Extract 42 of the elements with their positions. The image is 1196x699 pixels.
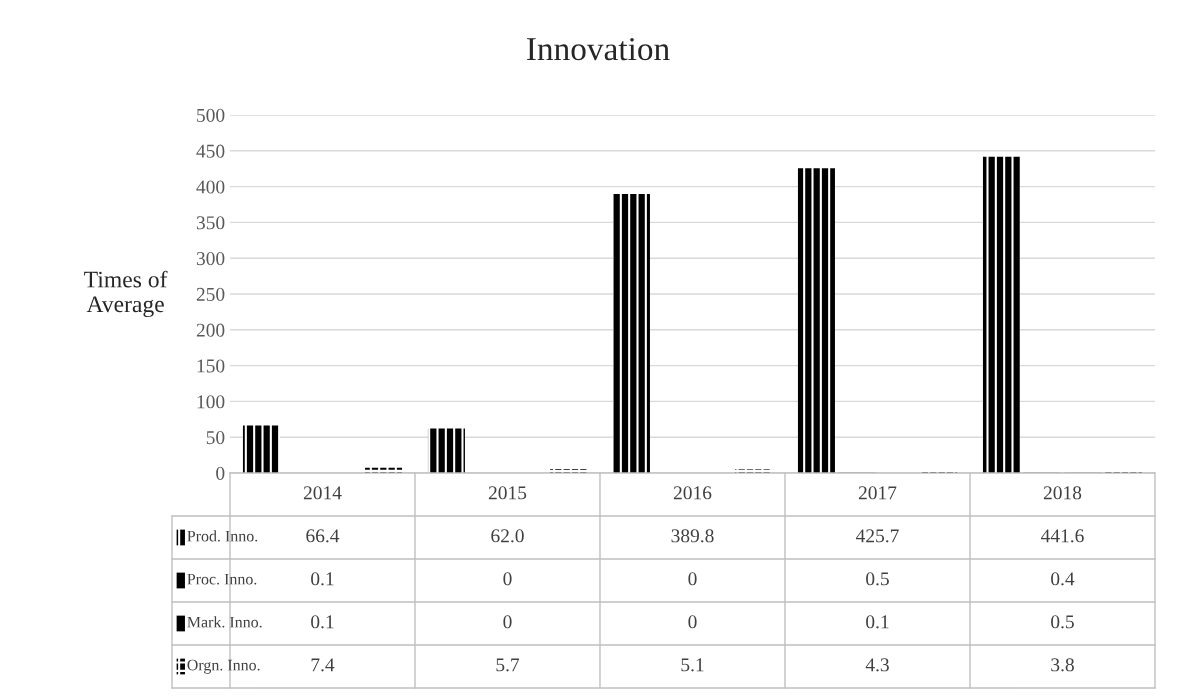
data-label: 0.1 [311,572,334,586]
x-tick-label: 2015 [488,486,527,500]
y-tick-label: 0 [216,466,225,480]
data-label: 0 [503,615,512,629]
y-tick-label: 250 [196,287,225,301]
y-tick-label: 350 [196,216,225,230]
data-label: 0 [688,572,697,586]
data-label: 4.3 [865,658,889,672]
y-tick-label: 100 [197,395,225,409]
data-label: 3.8 [1051,658,1074,672]
data-label: 7.4 [311,658,335,672]
y-tick-label: 150 [197,359,225,373]
legend-label: Orgn. Inno. [187,659,260,674]
data-label: 425.7 [856,529,899,543]
y-tick-label: 500 [197,108,225,122]
data-label: 389.8 [671,529,714,543]
data-label: 5.1 [681,658,704,672]
data-label: 0.4 [1051,572,1075,586]
y-axis-title: Times of Average [84,270,168,318]
data-label: 0 [688,615,697,629]
legend-label: Proc. Inno. [187,573,257,585]
y-tick-label: 200 [196,323,225,337]
y-tick-label: 300 [196,252,225,266]
x-tick-label: 2014 [303,486,342,500]
data-label: 0 [503,572,512,586]
data-label: 0.1 [866,615,889,629]
chart-title: Innovation [526,37,670,61]
data-label: 0.5 [866,572,889,586]
legend-label: Mark. Inno. [187,616,262,628]
data-label: 5.7 [496,658,520,672]
y-tick-label: 50 [206,431,225,445]
data-label: 0.1 [311,615,334,629]
data-label: 441.6 [1041,529,1084,543]
legend-label: Prod. Inno. [187,530,258,542]
x-tick-label: 2017 [858,486,897,500]
x-tick-label: 2018 [1043,486,1082,500]
x-tick-label: 2016 [673,486,712,500]
y-tick-label: 400 [196,180,225,194]
data-label: 62.0 [491,529,524,543]
data-label: 0.5 [1051,615,1074,629]
y-tick-label: 450 [196,144,225,158]
data-label: 66.4 [306,529,340,543]
